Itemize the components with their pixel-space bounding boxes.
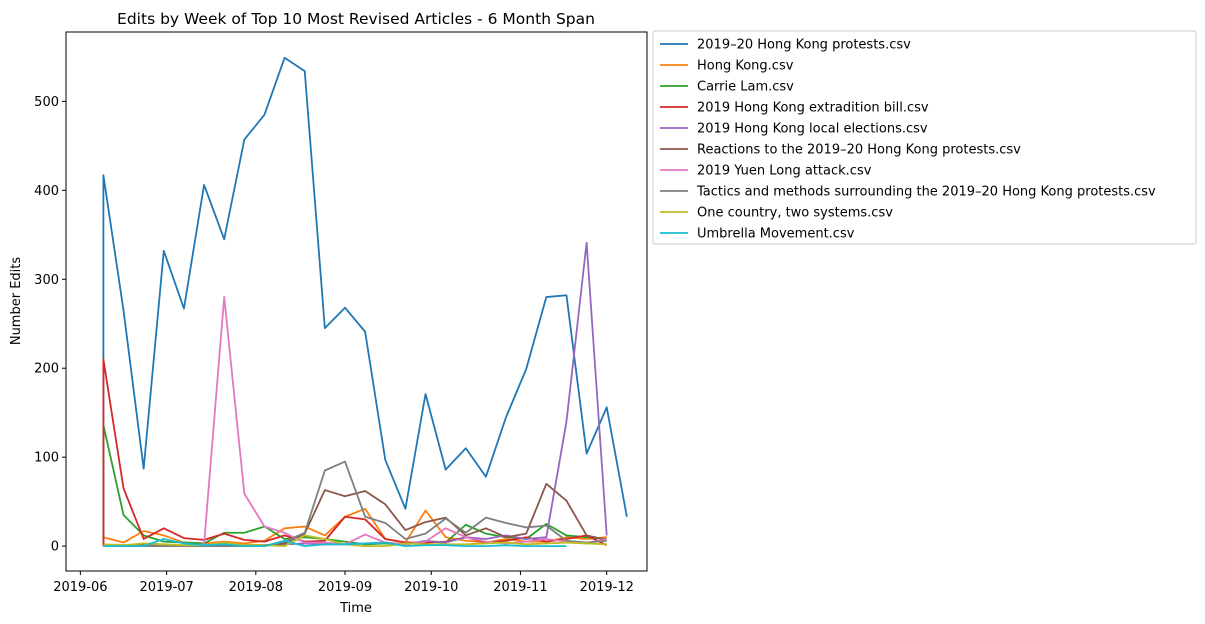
x-tick-label-6: 2019-11 [493, 580, 547, 595]
y-axis-label: Number Edits [9, 257, 24, 346]
x-axis-label: Time [339, 601, 372, 616]
legend-items: 2019–20 Hong Kong protests.csv Hong Kong.… [660, 38, 1156, 242]
legend: 2019–20 Hong Kong protests.csv Hong Kong.… [652, 30, 1197, 245]
x-tick-label-7: 2019-12 [580, 580, 634, 595]
legend-label-3: Carrie Lam.csv [697, 80, 794, 95]
y-tick-label-3: 200 [34, 362, 59, 377]
plot-area [65, 31, 648, 572]
y-tick-label-6: 500 [34, 95, 59, 110]
legend-label-4: 2019 Hong Kong extradition bill.csv [697, 101, 929, 116]
series-line-3 [102, 424, 607, 547]
x-tick-label-1: 2019-06 [53, 580, 107, 595]
y-tick-label-5: 400 [34, 184, 59, 199]
x-axis-ticks: 2019-06 2019-07 2019-08 2019-09 2019-10 2019-… [53, 571, 634, 595]
y-tick-label-1: 0 [51, 540, 59, 555]
series-layer [102, 56, 628, 547]
legend-label-1: 2019–20 Hong Kong protests.csv [697, 38, 911, 53]
series-line-9 [103, 534, 607, 547]
series-line-4 [102, 358, 608, 547]
x-tick-label-5: 2019-10 [404, 580, 458, 595]
x-tick-label-3: 2019-08 [229, 580, 283, 595]
legend-label-5: 2019 Hong Kong local elections.csv [697, 122, 928, 137]
x-tick-label-4: 2019-09 [318, 580, 372, 595]
y-tick-label-2: 100 [34, 451, 59, 466]
x-tick-label-2: 2019-07 [140, 580, 194, 595]
y-axis-ticks: 0 100 200 300 400 500 [34, 95, 66, 555]
legend-label-9: One country, two systems.csv [697, 206, 893, 221]
series-line-1 [102, 56, 628, 547]
legend-label-2: Hong Kong.csv [697, 59, 794, 74]
axes-frame [65, 31, 648, 572]
series-line-5 [103, 241, 608, 547]
series-line-10 [103, 538, 567, 547]
series-line-8 [103, 460, 607, 547]
legend-label-10: Umbrella Movement.csv [697, 227, 855, 242]
chart-title: Edits by Week of Top 10 Most Revised Art… [117, 10, 595, 28]
y-tick-label-4: 300 [34, 273, 59, 288]
legend-label-6: Reactions to the 2019–20 Hong Kong prote… [697, 143, 1021, 158]
series-line-6 [103, 482, 607, 547]
legend-frame [652, 30, 1197, 245]
legend-label-8: Tactics and methods surrounding the 2019… [696, 185, 1156, 200]
legend-label-7: 2019 Yuen Long attack.csv [697, 164, 872, 179]
series-line-7 [103, 296, 607, 547]
